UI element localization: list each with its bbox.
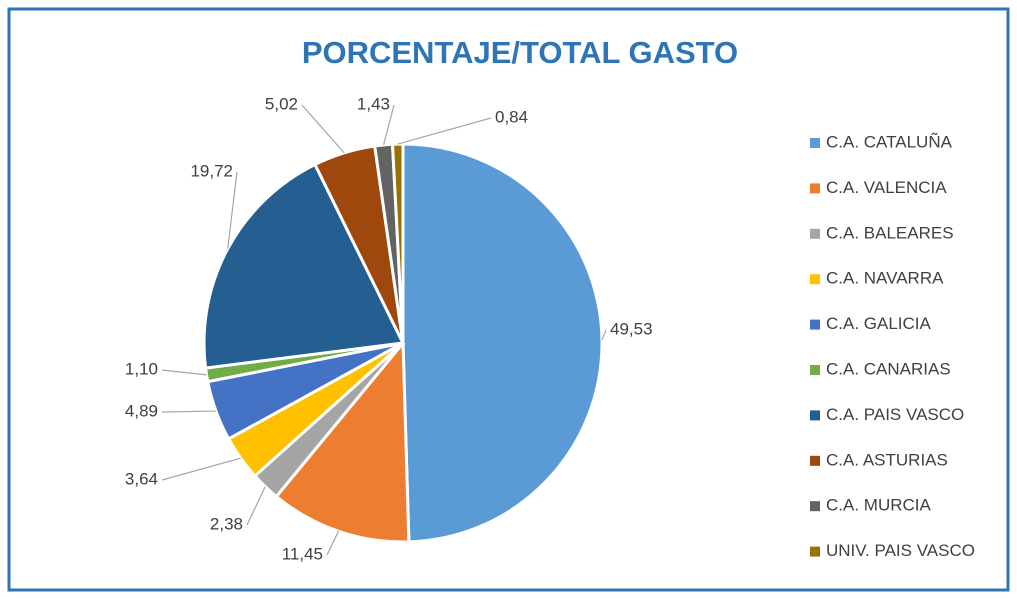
data-label: 11,45 [282, 544, 323, 563]
legend-label: C.A. MURCIA [826, 496, 932, 515]
legend-swatch [810, 274, 820, 285]
pie-slice [401, 142, 604, 544]
leader-line [601, 329, 607, 341]
leader-line [301, 104, 345, 154]
data-label: 3,64 [125, 469, 158, 488]
legend-swatch [810, 183, 820, 194]
legend-label: C.A. BALEARES [826, 223, 954, 242]
pie-slice [274, 338, 411, 544]
leader-line [397, 117, 492, 145]
data-label: 1,43 [357, 94, 390, 113]
legend-label: C.A. CATALUÑA [826, 132, 953, 151]
leader-line [227, 171, 238, 249]
legend-label: C.A. VALENCIA [826, 178, 947, 197]
legend-label: C.A. NAVARRA [826, 269, 944, 288]
data-label: 2,38 [210, 514, 243, 533]
pie-slice [202, 162, 406, 370]
legend-swatch [810, 546, 820, 557]
legend-swatch [810, 365, 820, 375]
legend-swatch [810, 455, 820, 466]
leader-line [161, 457, 241, 481]
legend-label: C.A. ASTURIAS [826, 450, 948, 469]
legend-label: C.A. GALICIA [826, 314, 932, 333]
legend-swatch [810, 319, 820, 330]
legend-swatch [810, 228, 820, 239]
data-label: 49,53 [610, 319, 653, 338]
leader-line [383, 104, 395, 146]
legend-label: C.A. PAIS VASCO [826, 405, 964, 424]
legend-label: C.A. CANARIAS [826, 359, 951, 378]
data-label: 1,10 [125, 359, 158, 378]
leader-line [161, 369, 207, 376]
data-label: 4,89 [125, 401, 158, 420]
leader-line [246, 486, 266, 526]
legend-swatch [810, 501, 820, 512]
leader-line [161, 410, 217, 413]
data-label: 0,84 [495, 107, 528, 126]
legend-label: UNIV. PAIS VASCO [826, 541, 975, 560]
leader-line [326, 530, 340, 556]
chart-title: PORCENTAJE/TOTAL GASTO [302, 35, 738, 70]
data-label: 19,72 [190, 161, 233, 180]
data-label: 5,02 [265, 94, 298, 113]
legend-swatch [810, 138, 820, 148]
legend-swatch [810, 410, 820, 421]
